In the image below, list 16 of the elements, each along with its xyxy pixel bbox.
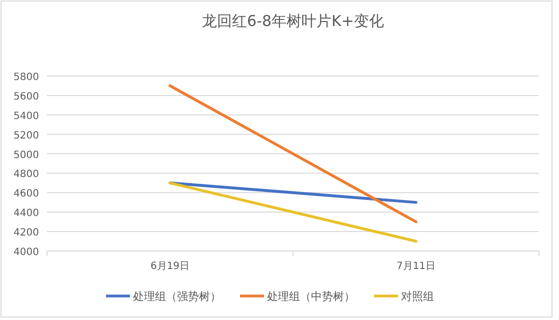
y-tick-label: 5200 xyxy=(14,130,39,142)
y-tick-label: 5800 xyxy=(14,72,39,83)
y-tick-label: 4000 xyxy=(14,247,39,258)
y-tick-label: 5000 xyxy=(14,150,39,161)
legend-label: 对照组 xyxy=(401,290,434,303)
legend-label: 处理组（强势树） xyxy=(133,290,221,303)
y-tick-label: 4200 xyxy=(14,228,39,239)
y-tick-label: 5600 xyxy=(14,91,39,102)
y-tick-label: 4600 xyxy=(14,188,39,200)
y-tick-label: 5400 xyxy=(14,110,39,122)
y-tick-label: 4400 xyxy=(14,208,39,220)
y-tick-label: 4800 xyxy=(14,169,39,180)
legend-label: 处理组（中势树） xyxy=(267,290,355,303)
x-tick-label: 6月19日 xyxy=(150,261,190,272)
chart-title: 龙回红6-8年树叶片K+变化 xyxy=(202,12,384,30)
x-tick-label: 7月11日 xyxy=(396,261,436,272)
